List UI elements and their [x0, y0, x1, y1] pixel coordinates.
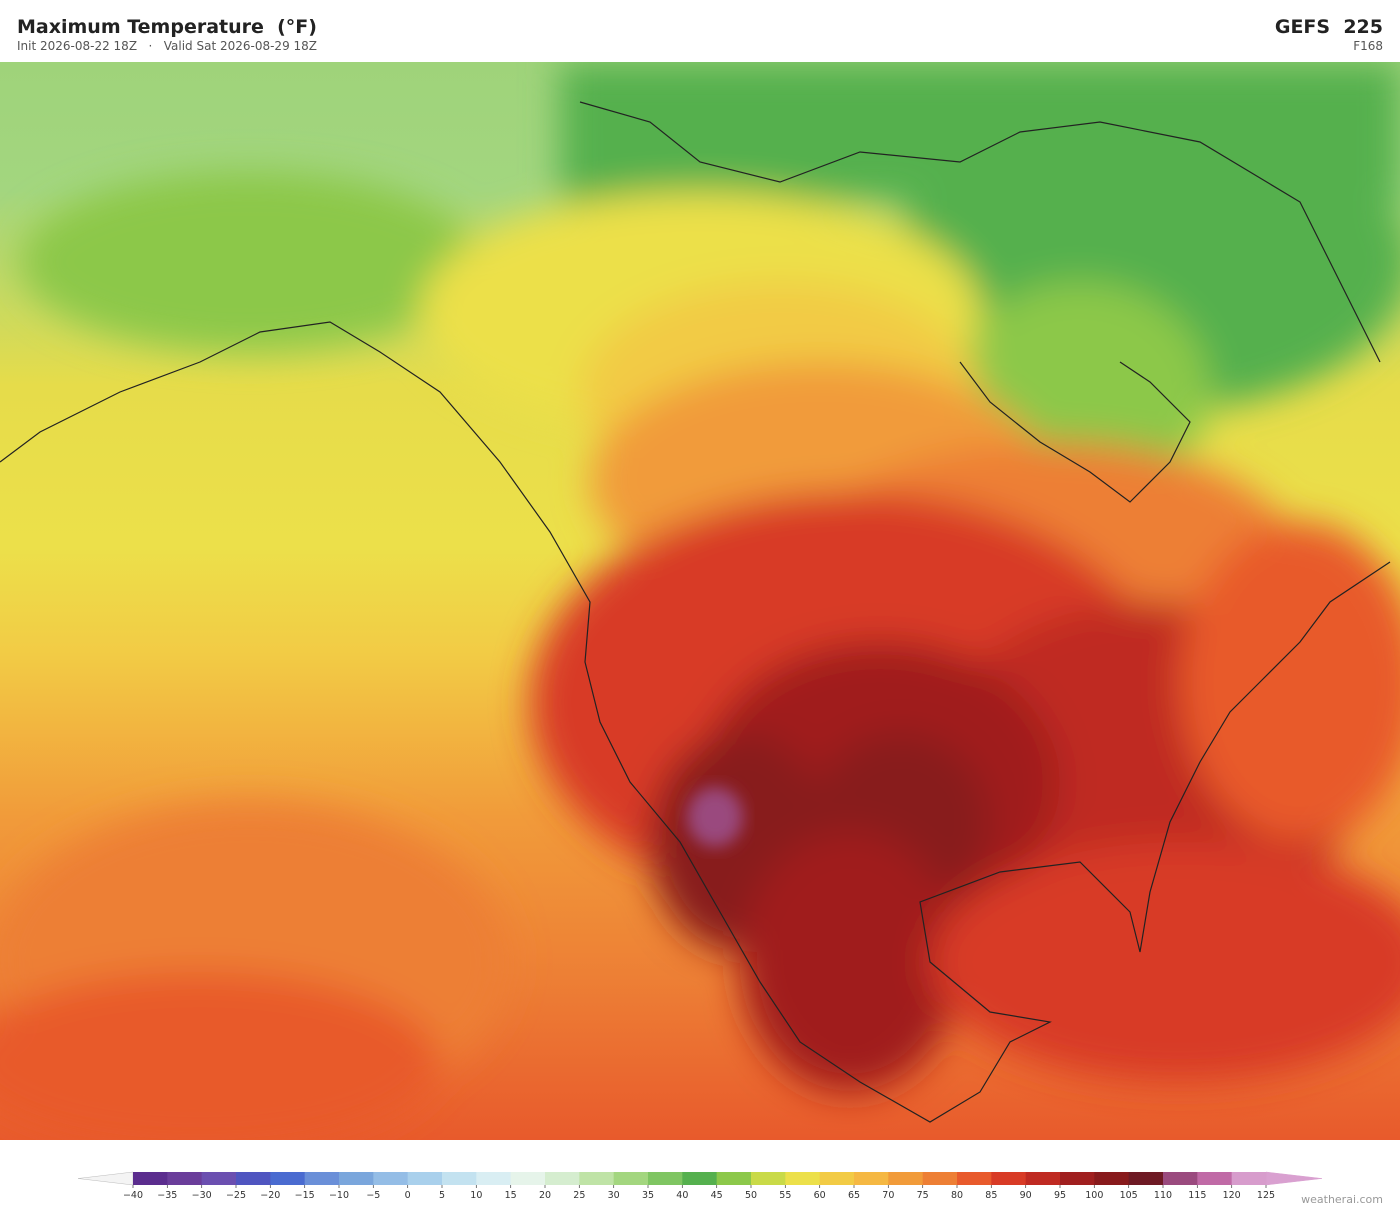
colorbar-bin [236, 1172, 271, 1185]
colorbar-tick-label: 95 [1054, 1190, 1066, 1201]
colorbar-tick-label: −35 [157, 1190, 177, 1201]
colorbar-tick-label: 30 [608, 1190, 620, 1201]
colorbar-bin [579, 1172, 615, 1185]
colorbar-over [1265, 1171, 1323, 1186]
colorbar-tick-label: 0 [405, 1190, 411, 1201]
colorbar-bin [785, 1172, 821, 1185]
coastlines [0, 101, 1391, 1123]
colorbar-tick-label: −30 [192, 1190, 212, 1201]
model-name: GEFS 225 [1274, 16, 1383, 38]
forecast-hour: F168 [1353, 39, 1383, 53]
colorbar-tick-label: 65 [848, 1190, 860, 1201]
colorbar-tick-label: 110 [1154, 1190, 1172, 1201]
colorbar-bin [442, 1172, 477, 1185]
colorbar-bin [648, 1172, 683, 1185]
hot-spot [687, 787, 743, 847]
colorbar-tick-label: 20 [539, 1190, 551, 1201]
colorbar-bin [407, 1172, 443, 1185]
colorbar-tick-label: 75 [917, 1190, 929, 1201]
colorbar-bin [167, 1172, 203, 1185]
colorbar-tick-label: 80 [951, 1190, 963, 1201]
colorbar-bin [1197, 1172, 1233, 1185]
colorbar-bin [613, 1172, 649, 1185]
colorbar-tick-label: −15 [295, 1190, 315, 1201]
colorbar-tick-label: −25 [226, 1190, 246, 1201]
watermark: weatherai.com [1301, 1193, 1383, 1206]
colorbar-tick-label: 15 [505, 1190, 517, 1201]
colorbar-tick-label: 45 [711, 1190, 723, 1201]
colorbar-under [77, 1171, 134, 1186]
colorbar-tick-label: 90 [1020, 1190, 1032, 1201]
colorbar-tick-label: 35 [642, 1190, 654, 1201]
colorbar-bin [682, 1172, 718, 1185]
colorbar-tick-label: −10 [329, 1190, 349, 1201]
colorbar-bin [304, 1172, 340, 1185]
title: Maximum Temperature (°F) [17, 16, 317, 38]
colorbar-tick-label: −40 [123, 1190, 143, 1201]
colorbar-bin [854, 1172, 889, 1185]
colorbar-bin [201, 1172, 237, 1185]
colorbar-bin [1025, 1172, 1061, 1185]
colorbar-bin [1163, 1172, 1198, 1185]
colorbar-bin [1231, 1172, 1267, 1185]
colorbar-bin [476, 1172, 512, 1185]
colorbar-bin [270, 1172, 306, 1185]
colorbar: −40 −35 −30 −25 −20 −15 −10 −5 0 5 10 15 20 25 30 35 40 4… [77, 1171, 1323, 1201]
colorbar-bin [1094, 1172, 1130, 1185]
colorbar-bin [888, 1172, 924, 1185]
colorbar-tick-label: 100 [1085, 1190, 1103, 1201]
colorbar-tick-label: 10 [470, 1190, 482, 1201]
colorbar-tick-label: 55 [779, 1190, 791, 1201]
colorbar-tick-label: −5 [366, 1190, 380, 1201]
colorbar-tick-label: 115 [1188, 1190, 1206, 1201]
colorbar-tick-label: 40 [676, 1190, 688, 1201]
colorbar-bin [545, 1172, 580, 1185]
colorbar-bin [819, 1172, 855, 1185]
colorbar-bin [751, 1172, 786, 1185]
colorbar-tick-label: 25 [573, 1190, 585, 1201]
colorbar-tick-label: 60 [814, 1190, 826, 1201]
map [0, 62, 1400, 1140]
colorbar-bin [922, 1172, 958, 1185]
colorbar-tick-label: 105 [1120, 1190, 1138, 1201]
colorbar-bin [991, 1172, 1027, 1185]
colorbar-tick-label: 70 [882, 1190, 894, 1201]
colorbar-tick-label: 5 [439, 1190, 445, 1201]
colorbar-bin [716, 1172, 752, 1185]
colorbar-bin [1128, 1172, 1164, 1185]
subtitle: Init 2026-08-22 18Z · Valid Sat 2026-08-… [17, 39, 318, 53]
colorbar-tick-label: 125 [1257, 1190, 1275, 1201]
colorbar-bin [957, 1172, 992, 1185]
colorbar-tick-label: 120 [1223, 1190, 1241, 1201]
colorbar-bin [1060, 1172, 1095, 1185]
colorbar-bin [339, 1172, 374, 1185]
colorbar-tick-label: 50 [745, 1190, 757, 1201]
colorbar-tick-label: −20 [260, 1190, 280, 1201]
colorbar-tick-label: 85 [985, 1190, 997, 1201]
colorbar-bin [133, 1172, 168, 1185]
colorbar-bin [510, 1172, 546, 1185]
colorbar-bin [373, 1172, 409, 1185]
